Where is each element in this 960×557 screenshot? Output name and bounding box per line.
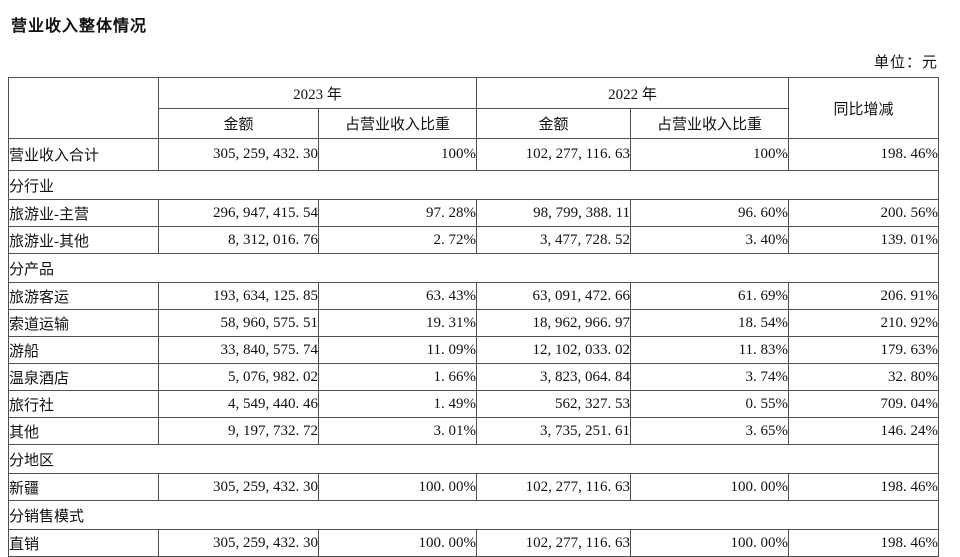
- share-2023-cell: 100%: [317, 138, 478, 171]
- row-label: 直销: [8, 529, 159, 557]
- amount-2023-cell: 296, 947, 415. 54: [158, 199, 319, 227]
- table-row: 旅游客运 193, 634, 125. 85 63. 43% 63, 091, …: [8, 282, 940, 310]
- share-2022-cell: 100%: [630, 138, 790, 171]
- table-row: 游船 33, 840, 575. 74 11. 09% 12, 102, 033…: [8, 336, 940, 364]
- share-2023-cell: 3. 01%: [317, 417, 478, 445]
- table-row: 温泉酒店 5, 076, 982. 02 1. 66% 3, 823, 064.…: [8, 363, 940, 391]
- amount-2023-cell: 193, 634, 125. 85: [158, 282, 319, 310]
- row-label: 其他: [8, 417, 159, 445]
- share-2023-cell: 100. 00%: [317, 473, 478, 501]
- yoy-cell: 200. 56%: [788, 199, 940, 227]
- amount-2022-header: 金额: [476, 108, 632, 139]
- amount-2022-cell: 12, 102, 033. 02: [476, 336, 632, 364]
- table-row: 其他 9, 197, 732. 72 3. 01% 3, 735, 251. 6…: [8, 417, 940, 445]
- share-2023-cell: 97. 28%: [317, 199, 478, 227]
- amount-2023-cell: 9, 197, 732. 72: [158, 417, 319, 445]
- share-2023-cell: 1. 49%: [317, 390, 478, 418]
- yoy-cell: 206. 91%: [788, 282, 940, 310]
- table-header-row-years: 2023 年 2022 年 同比增减: [8, 77, 940, 139]
- row-label: 旅游客运: [8, 282, 159, 310]
- amount-2022-cell: 3, 823, 064. 84: [476, 363, 632, 391]
- section-label: 分产品: [7, 253, 940, 283]
- row-label: 营业收入合计: [8, 138, 159, 171]
- table-row: 旅行社 4, 549, 440. 46 1. 49% 562, 327. 53 …: [8, 390, 940, 418]
- share-2022-cell: 100. 00%: [630, 529, 790, 557]
- section-label: 分行业: [7, 170, 940, 200]
- share-2023-cell: 1. 66%: [317, 363, 478, 391]
- amount-2023-cell: 305, 259, 432. 30: [158, 473, 319, 501]
- yoy-cell: 198. 46%: [788, 529, 940, 557]
- amount-2023-cell: 5, 076, 982. 02: [158, 363, 319, 391]
- amount-2023-cell: 58, 960, 575. 51: [158, 309, 319, 337]
- share-2022-cell: 3. 74%: [630, 363, 790, 391]
- share-2022-cell: 96. 60%: [630, 199, 790, 227]
- amount-2022-cell: 18, 962, 966. 97: [476, 309, 632, 337]
- share-2023-cell: 63. 43%: [317, 282, 478, 310]
- amount-2022-cell: 102, 277, 116. 63: [476, 529, 632, 557]
- row-label: 温泉酒店: [8, 363, 159, 391]
- yoy-cell: 139. 01%: [788, 226, 940, 254]
- yoy-cell: 709. 04%: [788, 390, 940, 418]
- row-label: 旅行社: [8, 390, 159, 418]
- yoy-cell: 198. 46%: [788, 473, 940, 501]
- share-2022-header: 占营业收入比重: [630, 108, 790, 139]
- amount-2022-cell: 102, 277, 116. 63: [476, 138, 632, 171]
- share-2022-cell: 100. 00%: [630, 473, 790, 501]
- table-row-total: 营业收入合计 305, 259, 432. 30 100% 102, 277, …: [8, 138, 940, 171]
- row-label: 游船: [8, 336, 159, 364]
- share-2023-cell: 100. 00%: [317, 529, 478, 557]
- table-row: 新疆 305, 259, 432. 30 100. 00% 102, 277, …: [8, 473, 940, 501]
- yoy-header: 同比增减: [788, 77, 940, 139]
- yoy-cell: 32. 80%: [788, 363, 940, 391]
- amount-2023-cell: 4, 549, 440. 46: [158, 390, 319, 418]
- unit-label: 单位：元: [873, 55, 938, 71]
- yoy-cell: 179. 63%: [788, 336, 940, 364]
- amount-2022-cell: 562, 327. 53: [476, 390, 632, 418]
- table-section-row: 分地区: [7, 444, 940, 474]
- share-2022-cell: 3. 40%: [630, 226, 790, 254]
- amount-2022-cell: 3, 735, 251. 61: [476, 417, 632, 445]
- table-section-row: 分销售模式: [7, 500, 940, 530]
- share-2023-header: 占营业收入比重: [317, 108, 478, 139]
- share-2023-cell: 19. 31%: [317, 309, 478, 337]
- share-2022-cell: 18. 54%: [630, 309, 790, 337]
- table-section-row: 分行业: [7, 170, 940, 200]
- share-2022-cell: 0. 55%: [630, 390, 790, 418]
- share-2022-cell: 61. 69%: [630, 282, 790, 310]
- amount-2023-cell: 305, 259, 432. 30: [158, 138, 319, 171]
- amount-2022-cell: 3, 477, 728. 52: [476, 226, 632, 254]
- amount-2023-cell: 305, 259, 432. 30: [158, 529, 319, 557]
- share-2023-cell: 2. 72%: [317, 226, 478, 254]
- yoy-cell: 210. 92%: [788, 309, 940, 337]
- share-2022-cell: 11. 83%: [630, 336, 790, 364]
- yoy-cell: 146. 24%: [788, 417, 940, 445]
- table-header-row-metrics: 金额 占营业收入比重 金额 占营业收入比重: [9, 108, 939, 139]
- amount-2023-cell: 33, 840, 575. 74: [158, 336, 319, 364]
- amount-2022-cell: 98, 799, 388. 11: [476, 199, 632, 227]
- section-label: 分销售模式: [7, 500, 940, 530]
- corner-empty-cell: [8, 77, 159, 139]
- row-label: 索道运输: [8, 309, 159, 337]
- row-label: 旅游业-主营: [8, 199, 159, 227]
- table-row: 索道运输 58, 960, 575. 51 19. 31% 18, 962, 9…: [8, 309, 940, 337]
- row-label: 旅游业-其他: [8, 226, 159, 254]
- page-title: 营业收入整体情况: [11, 18, 148, 35]
- year-2022-header: 2022 年: [476, 77, 790, 109]
- revenue-table: 2023 年 2022 年 同比增减 金额 占营业收入比重 金额 占营业收入比重…: [7, 77, 940, 557]
- share-2022-cell: 3. 65%: [630, 417, 790, 445]
- table-row: 旅游业-主营 296, 947, 415. 54 97. 28% 98, 799…: [8, 199, 940, 227]
- amount-2023-cell: 8, 312, 016. 76: [158, 226, 319, 254]
- table-row: 旅游业-其他 8, 312, 016. 76 2. 72% 3, 477, 72…: [8, 226, 940, 254]
- amount-2023-header: 金额: [158, 108, 319, 139]
- yoy-cell: 198. 46%: [788, 138, 940, 171]
- table-section-row: 分产品: [7, 253, 940, 283]
- table-row: 直销 305, 259, 432. 30 100. 00% 102, 277, …: [8, 529, 940, 557]
- row-label: 新疆: [8, 473, 159, 501]
- year-2023-header: 2023 年: [157, 77, 478, 109]
- share-2023-cell: 11. 09%: [317, 336, 478, 364]
- section-label: 分地区: [7, 444, 940, 474]
- amount-2022-cell: 63, 091, 472. 66: [476, 282, 632, 310]
- amount-2022-cell: 102, 277, 116. 63: [476, 473, 632, 501]
